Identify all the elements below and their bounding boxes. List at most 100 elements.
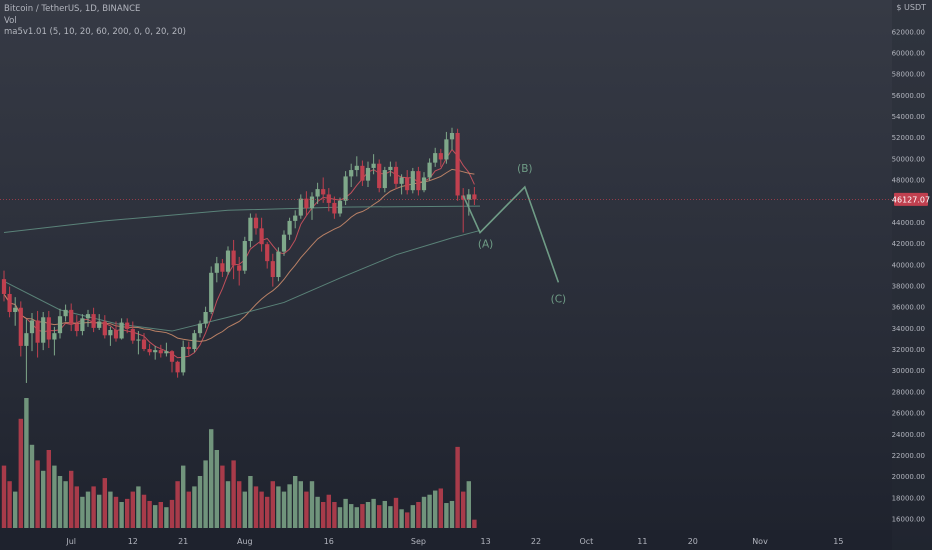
- candlestick[interactable]: [399, 174, 404, 195]
- volume-bar: [455, 446, 460, 528]
- candlestick[interactable]: [416, 166, 421, 196]
- candlestick[interactable]: [13, 297, 18, 326]
- candlestick[interactable]: [433, 147, 438, 167]
- candlestick[interactable]: [449, 127, 455, 150]
- candlestick[interactable]: [192, 329, 197, 353]
- candlestick[interactable]: [360, 160, 365, 186]
- candlestick[interactable]: [365, 161, 371, 188]
- candlestick[interactable]: [102, 315, 107, 339]
- candlestick[interactable]: [41, 311, 46, 351]
- candlestick[interactable]: [388, 161, 393, 177]
- candlestick[interactable]: [147, 343, 152, 356]
- candlestick[interactable]: [74, 315, 79, 337]
- candlestick[interactable]: [169, 350, 175, 373]
- candlestick[interactable]: [371, 154, 376, 175]
- candlestick[interactable]: [220, 259, 225, 278]
- candlestick[interactable]: [209, 266, 214, 315]
- candlestick[interactable]: [113, 321, 119, 342]
- candlestick[interactable]: [298, 194, 303, 219]
- candlestick[interactable]: [97, 314, 102, 330]
- candlestick[interactable]: [153, 345, 158, 360]
- candlestick[interactable]: [349, 163, 354, 188]
- candlestick[interactable]: [281, 230, 287, 256]
- candlestick[interactable]: [427, 158, 432, 181]
- candlestick[interactable]: [455, 128, 460, 201]
- candlestick[interactable]: [57, 308, 63, 339]
- candlestick[interactable]: [466, 189, 471, 216]
- candlestick[interactable]: [203, 306, 208, 328]
- candlestick[interactable]: [91, 307, 96, 333]
- volume-bar: [371, 498, 376, 528]
- candlestick[interactable]: [69, 303, 74, 332]
- candlestick[interactable]: [119, 318, 124, 340]
- candlestick[interactable]: [332, 196, 337, 219]
- candlestick[interactable]: [472, 187, 477, 206]
- candlestick[interactable]: [1, 270, 7, 302]
- candlestick[interactable]: [421, 172, 427, 193]
- candlestick[interactable]: [270, 253, 275, 287]
- chart-legend: Bitcoin / TetherUS, 1D, BINANCE Vol ma5v…: [4, 4, 186, 39]
- candlestick[interactable]: [309, 192, 315, 220]
- candlestick[interactable]: [377, 159, 382, 193]
- candlestick[interactable]: [265, 242, 270, 269]
- symbol-label[interactable]: Bitcoin / TetherUS, 1D, BINANCE: [4, 4, 141, 14]
- candlestick[interactable]: [444, 131, 449, 164]
- currency-unit-badge[interactable]: $ USDT: [896, 3, 926, 12]
- candlestick[interactable]: [24, 319, 29, 383]
- candlestick[interactable]: [85, 309, 91, 327]
- candle-body: [91, 314, 96, 328]
- candlestick[interactable]: [337, 197, 343, 217]
- candlestick[interactable]: [29, 313, 35, 352]
- candlestick[interactable]: [326, 188, 331, 212]
- candlestick[interactable]: [175, 360, 180, 378]
- candlestick[interactable]: [80, 314, 85, 336]
- candlestick[interactable]: [321, 177, 326, 203]
- candlestick[interactable]: [158, 344, 163, 358]
- wave-projection-line[interactable]: [462, 185, 560, 283]
- candle-body: [35, 320, 40, 343]
- volume-bar: [192, 486, 197, 528]
- candlestick[interactable]: [304, 191, 309, 216]
- candlestick[interactable]: [293, 210, 298, 229]
- candlestick[interactable]: [63, 304, 68, 322]
- candlestick[interactable]: [276, 247, 281, 282]
- volume-bar: [97, 494, 102, 528]
- candlestick[interactable]: [410, 167, 415, 194]
- candlestick[interactable]: [164, 342, 169, 357]
- candlestick[interactable]: [125, 318, 130, 334]
- candlestick[interactable]: [18, 301, 23, 357]
- candlestick[interactable]: [46, 310, 51, 348]
- candlestick[interactable]: [259, 217, 264, 252]
- candlestick[interactable]: [343, 171, 348, 206]
- candlestick[interactable]: [237, 256, 242, 286]
- candlestick[interactable]: [354, 156, 359, 177]
- candlestick[interactable]: [405, 170, 410, 195]
- candlestick[interactable]: [225, 246, 231, 275]
- candlestick[interactable]: [52, 326, 57, 356]
- candlestick[interactable]: [181, 340, 186, 376]
- candlestick[interactable]: [136, 331, 141, 355]
- candlestick[interactable]: [130, 321, 135, 344]
- candlestick[interactable]: [108, 326, 113, 346]
- candlestick[interactable]: [231, 239, 236, 280]
- candlestick[interactable]: [438, 148, 443, 167]
- candlestick[interactable]: [393, 161, 399, 190]
- candlestick[interactable]: [248, 213, 253, 248]
- price-tick-label: 54000.00: [892, 113, 925, 121]
- candlestick[interactable]: [287, 217, 292, 240]
- candlestick[interactable]: [7, 286, 12, 318]
- volume-label[interactable]: Vol: [4, 15, 17, 26]
- candlestick[interactable]: [382, 166, 387, 193]
- ma-indicator-label[interactable]: ma5v1.01 (5, 10, 20, 60, 200, 0, 0, 20, …: [4, 27, 186, 37]
- candlestick[interactable]: [141, 333, 147, 352]
- candlestick[interactable]: [315, 182, 320, 204]
- candlestick[interactable]: [186, 341, 191, 356]
- candlestick[interactable]: [214, 256, 219, 283]
- candlestick[interactable]: [35, 310, 40, 358]
- candlestick[interactable]: [253, 213, 259, 235]
- candlestick[interactable]: [242, 236, 247, 274]
- candlestick[interactable]: [197, 320, 203, 338]
- candlestick[interactable]: [461, 188, 466, 233]
- volume-bar: [377, 505, 382, 528]
